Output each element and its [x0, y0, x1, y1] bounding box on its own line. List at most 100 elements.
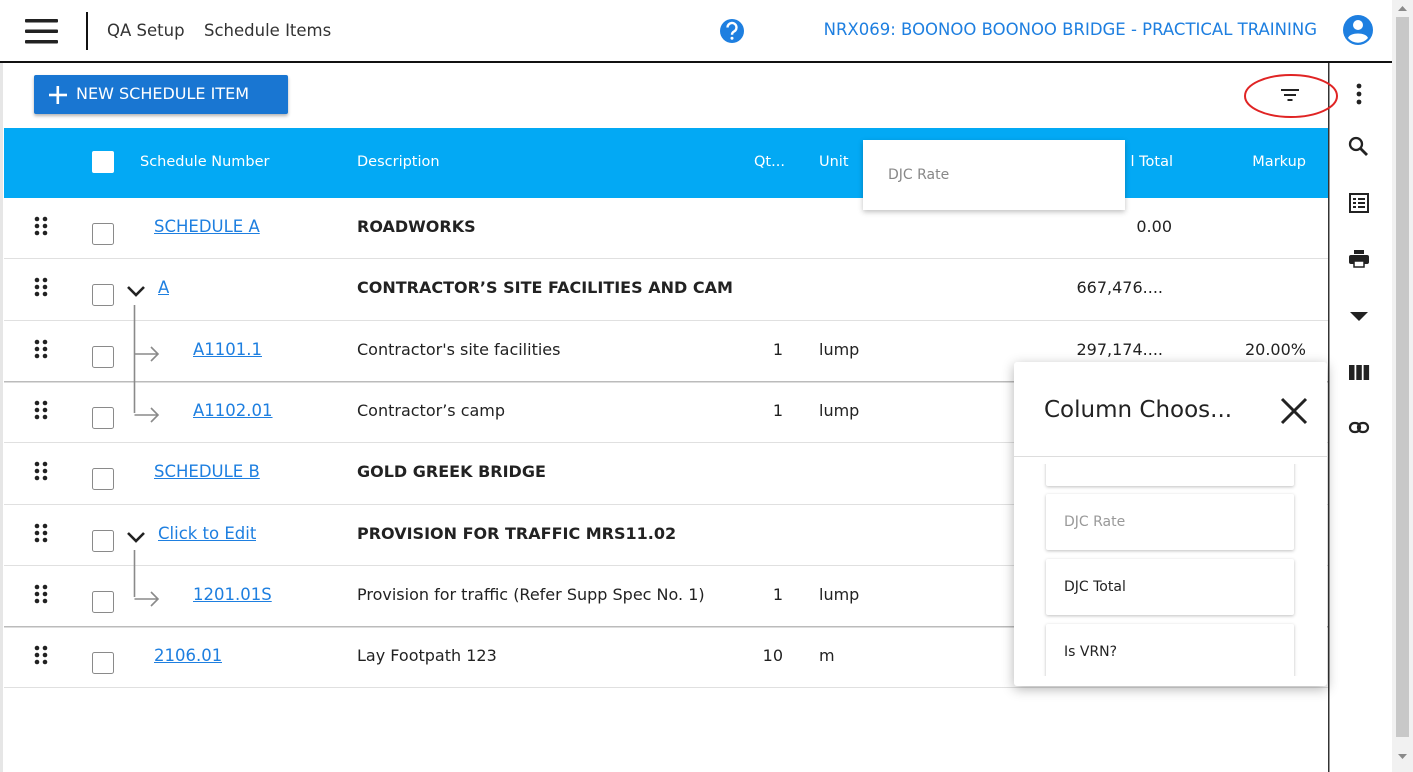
close-button[interactable]	[1280, 397, 1308, 425]
unit: lump	[819, 401, 860, 420]
sidebar-border	[1328, 63, 1330, 772]
row-checkbox[interactable]	[92, 223, 114, 245]
drag-handle[interactable]	[34, 461, 48, 481]
button-label: NEW SCHEDULE ITEM	[76, 84, 249, 103]
chooser-item[interactable]	[1046, 464, 1294, 486]
column-header[interactable]: Description	[357, 154, 440, 170]
schedule-number-link[interactable]: A	[158, 278, 170, 297]
chooser-item[interactable]: DJC Total	[1046, 559, 1294, 615]
quantity: 1	[772, 401, 783, 420]
row-divider	[4, 442, 1328, 443]
expand-chevron[interactable]	[127, 532, 145, 543]
drag-handle[interactable]	[34, 523, 48, 543]
drag-handle[interactable]	[34, 339, 48, 359]
row-checkbox[interactable]	[92, 407, 114, 429]
chooser-item-label: DJC Total	[1064, 579, 1126, 595]
tree-line	[133, 305, 160, 382]
link-icon[interactable]	[1348, 421, 1370, 434]
drag-handle[interactable]	[34, 216, 48, 236]
total: 0.00	[1136, 217, 1172, 236]
chooser-item[interactable]: DJC Rate	[1046, 494, 1294, 550]
help-icon[interactable]	[720, 19, 744, 43]
unit: lump	[819, 340, 860, 359]
description: ROADWORKS	[357, 217, 476, 236]
schedule-number-link[interactable]: A1101.1	[193, 340, 263, 359]
unit: lump	[819, 585, 860, 604]
row-divider	[4, 504, 1328, 505]
column-header[interactable]: Unit	[819, 154, 849, 170]
page-edge	[0, 63, 3, 772]
schedule-number-link[interactable]: SCHEDULE A	[154, 217, 260, 236]
breadcrumb: Schedule Items	[204, 21, 332, 40]
quantity: 10	[762, 646, 783, 665]
tree-line	[133, 382, 160, 423]
plus-icon	[49, 86, 67, 104]
expand-chevron[interactable]	[127, 286, 145, 297]
total: 667,476....	[1076, 278, 1163, 297]
breadcrumb: QA Setup	[107, 21, 185, 40]
select-all-checkbox[interactable]	[92, 151, 114, 173]
top-bar	[0, 0, 1392, 63]
drag-handle[interactable]	[34, 400, 48, 420]
row-checkbox[interactable]	[92, 530, 114, 552]
row-divider	[4, 626, 1328, 628]
row-checkbox[interactable]	[92, 284, 114, 306]
scroll-up[interactable]	[1398, 6, 1407, 11]
expand-icon[interactable]	[1350, 312, 1368, 321]
schedule-number-link[interactable]: 1201.01S	[193, 585, 272, 604]
row-checkbox[interactable]	[92, 591, 114, 613]
description: Contractor's site facilities	[357, 340, 561, 359]
drag-handle[interactable]	[34, 645, 48, 665]
chooser-item-label: DJC Rate	[1064, 514, 1126, 530]
column-dropdown: DJC Rate	[863, 140, 1125, 210]
annotation-circle	[1244, 74, 1338, 118]
row-divider	[4, 320, 1328, 321]
project-title[interactable]: NRX069: BOONOO BOONOO BRIDGE - PRACTICAL…	[823, 20, 1317, 39]
tree-line	[133, 550, 160, 607]
description: Contractor’s camp	[357, 401, 506, 420]
row-checkbox[interactable]	[92, 468, 114, 490]
row-divider	[4, 565, 1328, 566]
search-icon[interactable]	[1348, 136, 1368, 156]
divider	[86, 12, 88, 50]
row-divider	[4, 687, 1328, 688]
column-header[interactable]: Qt...	[754, 154, 785, 170]
schedule-number-link[interactable]: 2106.01	[154, 646, 223, 665]
chooser-item-label: Is VRN?	[1064, 644, 1118, 660]
column-header[interactable]: l Total	[1130, 154, 1173, 170]
filter-icon[interactable]	[1281, 89, 1299, 101]
unit: m	[819, 646, 835, 665]
print-icon[interactable]	[1349, 250, 1369, 268]
row-checkbox[interactable]	[92, 346, 114, 368]
chooser-title: Column Choos...	[1044, 397, 1233, 423]
schedule-number-link[interactable]: SCHEDULE B	[154, 462, 260, 481]
row-divider	[4, 258, 1328, 259]
divider	[1014, 456, 1327, 457]
dropdown-item[interactable]: DJC Rate	[888, 167, 950, 183]
column-header[interactable]: Schedule Number	[140, 154, 270, 170]
more-icon[interactable]	[1356, 83, 1362, 105]
new-item-button[interactable]: NEW SCHEDULE ITEM	[34, 75, 288, 114]
description: GOLD GREEK BRIDGE	[357, 462, 546, 481]
description: CONTRACTOR’S SITE FACILITIES AND CAM	[357, 278, 733, 297]
quantity: 1	[772, 585, 783, 604]
list-icon[interactable]	[1349, 193, 1369, 213]
drag-handle[interactable]	[34, 584, 48, 604]
scroll-thumb[interactable]	[1396, 17, 1409, 737]
account-icon[interactable]	[1343, 15, 1373, 45]
row-divider	[4, 381, 1328, 383]
description: Lay Footpath 123	[357, 646, 497, 665]
row-checkbox[interactable]	[92, 652, 114, 674]
column-header[interactable]: Markup	[1252, 154, 1306, 170]
schedule-number-link[interactable]: A1102.01	[193, 401, 273, 420]
schedule-number-link[interactable]: Click to Edit	[158, 524, 257, 543]
description: Provision for traffic (Refer Supp Spec N…	[357, 585, 705, 604]
description: PROVISION FOR TRAFFIC MRS11.02	[357, 524, 677, 543]
columns-icon[interactable]	[1349, 365, 1370, 380]
drag-handle[interactable]	[34, 277, 48, 297]
menu-button[interactable]	[25, 19, 58, 44]
quantity: 1	[772, 340, 783, 359]
chooser-item[interactable]: Is VRN?	[1046, 624, 1294, 676]
scroll-down[interactable]	[1398, 754, 1407, 759]
